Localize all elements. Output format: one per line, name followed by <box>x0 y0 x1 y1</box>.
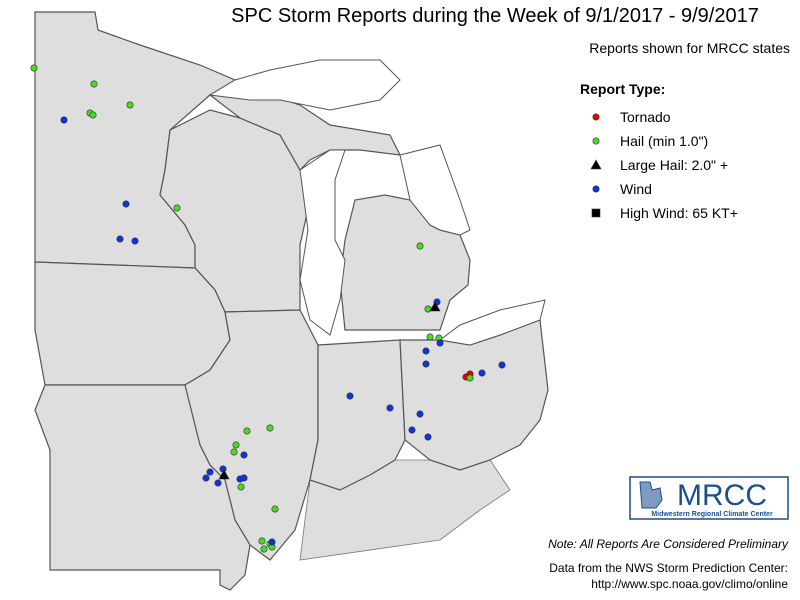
title: SPC Storm Reports during the Week of 9/1… <box>231 5 759 27</box>
report-marker <box>416 242 424 250</box>
report-marker <box>230 448 238 456</box>
logo-text: MRCC <box>677 479 767 512</box>
report-marker <box>386 404 394 412</box>
lake-michigan <box>299 149 346 336</box>
legend-label: Wind <box>620 181 652 197</box>
report-marker <box>218 469 230 480</box>
report-marker <box>429 301 441 312</box>
note: Note: All Reports Are Considered Prelimi… <box>548 537 789 551</box>
report-marker <box>436 339 444 347</box>
legend-label: Tornado <box>620 109 671 125</box>
report-marker <box>478 369 486 377</box>
legend-marker <box>590 159 602 170</box>
report-marker <box>126 101 134 109</box>
legend-marker <box>592 137 600 145</box>
legend-label: Hail (min 1.0") <box>620 133 708 149</box>
logo: MRCC Midwestern Regional Climate Center <box>629 476 789 520</box>
report-marker <box>173 204 181 212</box>
report-marker <box>260 545 268 553</box>
source-url: http://www.spc.noaa.gov/climo/online <box>591 577 788 591</box>
report-marker <box>498 361 506 369</box>
report-marker <box>90 80 98 88</box>
lake-huron <box>399 144 471 236</box>
report-marker <box>214 479 222 487</box>
report-marker <box>258 537 266 545</box>
lake-superior <box>208 59 401 111</box>
report-marker <box>240 451 248 459</box>
logo-caption: Midwestern Regional Climate Center <box>651 511 773 518</box>
report-marker <box>408 426 416 434</box>
legend: Report Type: Tornado Hail (min 1.0") Large… <box>580 81 738 221</box>
legend-title: Report Type: <box>580 81 665 97</box>
legend-marker <box>592 113 600 121</box>
source: Data from the NWS Storm Prediction Cente… <box>549 561 788 575</box>
logo-icon <box>639 481 663 509</box>
report-marker <box>122 200 130 208</box>
report-marker <box>89 111 97 119</box>
report-markers <box>30 64 506 553</box>
report-marker <box>346 392 354 400</box>
legend-marker <box>592 185 600 193</box>
report-marker <box>232 441 240 449</box>
report-marker <box>30 64 38 72</box>
legend-label: High Wind: 65 KT+ <box>620 205 738 221</box>
basemap <box>34 11 549 591</box>
report-marker <box>266 424 274 432</box>
missouri <box>34 384 251 591</box>
subtitle: Reports shown for MRCC states <box>589 40 790 56</box>
report-marker <box>202 474 210 482</box>
iowa <box>34 261 231 386</box>
report-marker <box>426 333 434 341</box>
report-marker <box>237 483 245 491</box>
report-marker <box>116 235 124 243</box>
report-marker <box>206 468 214 476</box>
report-marker <box>268 538 276 546</box>
report-marker <box>416 410 424 418</box>
report-marker <box>424 433 432 441</box>
report-marker <box>422 347 430 355</box>
report-marker <box>271 505 279 513</box>
report-marker <box>466 374 474 382</box>
report-marker <box>131 237 139 245</box>
legend-marker <box>591 208 601 218</box>
report-marker <box>240 474 248 482</box>
legend-label: Large Hail: 2.0" + <box>620 157 728 173</box>
report-marker <box>60 116 68 124</box>
lake-erie <box>438 299 546 346</box>
report-marker <box>243 427 251 435</box>
report-marker <box>422 360 430 368</box>
